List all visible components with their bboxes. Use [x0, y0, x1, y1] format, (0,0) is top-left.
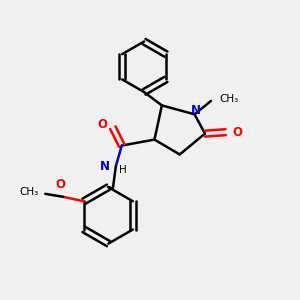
Text: CH₃: CH₃	[219, 94, 238, 104]
Text: CH₃: CH₃	[20, 188, 39, 197]
Text: O: O	[97, 118, 107, 131]
Text: O: O	[56, 178, 66, 191]
Text: O: O	[232, 126, 242, 139]
Text: N: N	[191, 104, 201, 117]
Text: N: N	[100, 160, 110, 173]
Text: H: H	[119, 165, 127, 175]
